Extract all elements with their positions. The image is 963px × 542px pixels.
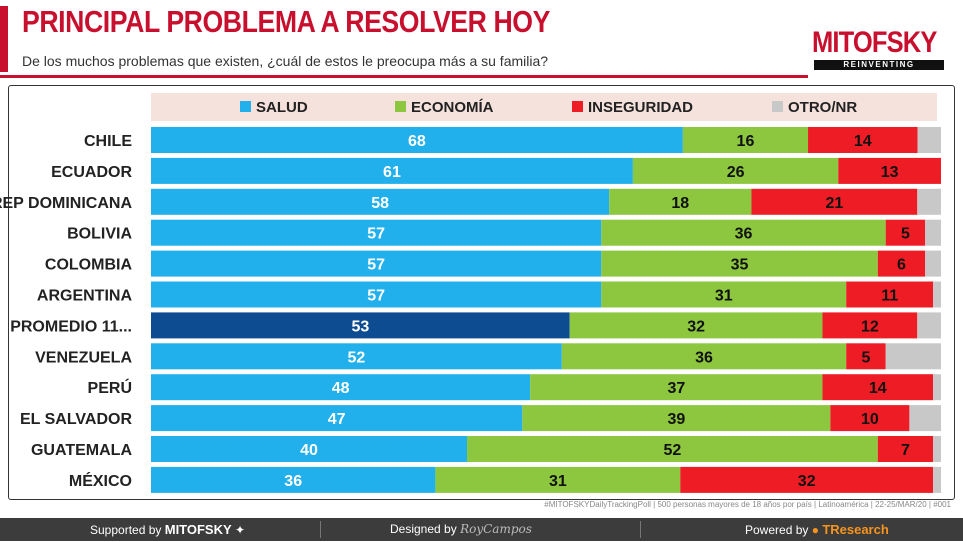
brand-wordmark: MITOFSKY	[812, 26, 937, 59]
mitofsky-bird-icon: ✦	[235, 523, 246, 537]
footer-methodology-note: #MITOFSKYDailyTrackingPoll | 500 persona…	[544, 500, 951, 509]
footer-bar: Supported by MITOFSKY ✦ Designed by RoyC…	[0, 518, 963, 541]
powered-brand: TResearch	[822, 522, 889, 537]
footer-divider	[640, 521, 641, 538]
title-underline	[0, 75, 808, 78]
tresearch-logo-icon: ●	[811, 523, 819, 537]
footer-divider	[320, 521, 321, 538]
page-subtitle: De los muchos problemas que existen, ¿cu…	[22, 53, 549, 69]
powered-label: Powered by	[745, 523, 809, 537]
footer-designed: Designed by RoyCampos	[390, 518, 532, 541]
footer-powered: Powered by ● TResearch	[745, 518, 889, 541]
designed-brand: RoyCampos	[460, 522, 532, 536]
brand-tagline: REINVENTING RESEARCH	[814, 60, 944, 79]
footer-supported: Supported by MITOFSKY ✦	[90, 518, 245, 541]
supported-brand: MITOFSKY	[164, 522, 232, 537]
chart-frame	[8, 85, 955, 500]
designed-label: Designed by	[390, 522, 457, 536]
supported-label: Supported by	[90, 523, 162, 537]
brand-logo: MITOFSKY REINVENTING RESEARCH	[812, 18, 952, 79]
page-title: PRINCIPAL PROBLEMA A RESOLVER HOY	[22, 4, 550, 39]
title-accent-bar	[0, 6, 8, 72]
